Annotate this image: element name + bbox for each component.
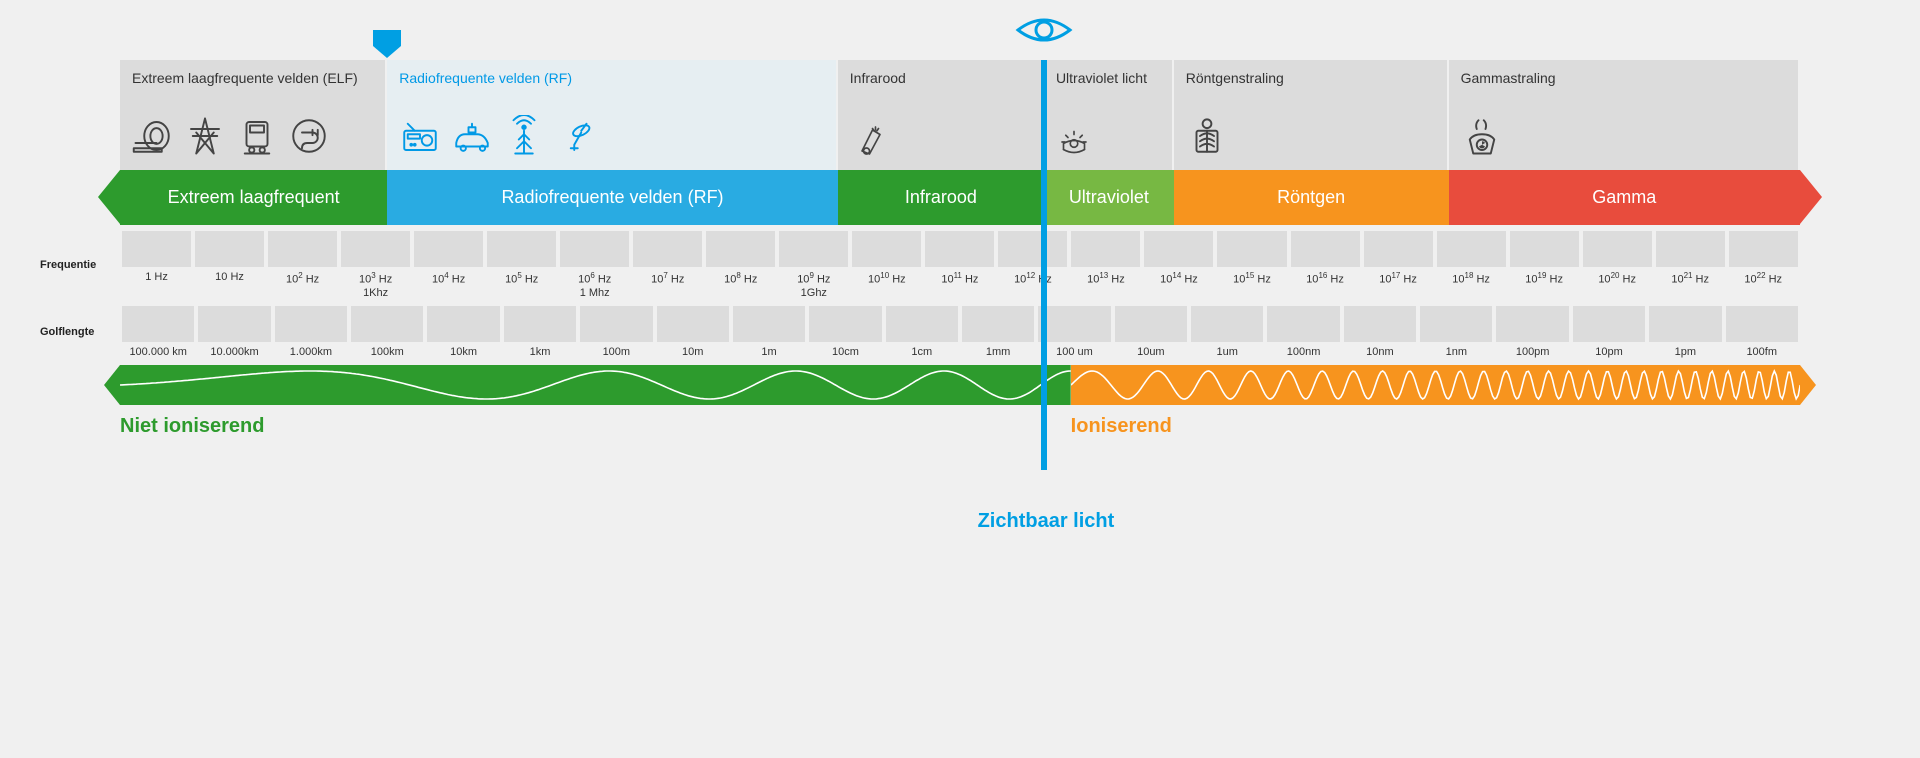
frequency_label-tick-9: 109 Hz1Ghz xyxy=(777,229,850,300)
wavelength_label-tick-20: 1pm xyxy=(1647,304,1723,359)
frequency_label-tick-4: 104 Hz xyxy=(412,229,485,300)
frequency_label-tick-10: 1010 Hz xyxy=(850,229,923,300)
wave-seg-0 xyxy=(120,365,1071,405)
color-seg-5: Gamma xyxy=(1449,170,1800,225)
plug-icon xyxy=(288,115,330,160)
thermo-icon xyxy=(850,121,886,160)
wavelength_label-tick-2: 1.000km xyxy=(273,304,349,359)
wavelength_label-tick-11: 1mm xyxy=(960,304,1036,359)
car-icon xyxy=(451,115,493,160)
wavelength_label-tick-13: 10um xyxy=(1113,304,1189,359)
arrow-left-icon xyxy=(98,170,120,224)
non-ionizing-label: Niet ioniserend xyxy=(120,415,264,438)
wavelength_label-tick-0: 100.000 km xyxy=(120,304,196,359)
wavelength_label-row: Golflengte100.000 km10.000km1.000km100km… xyxy=(120,304,1800,359)
wavelength_label-tick-6: 100m xyxy=(578,304,654,359)
wavelength_label-tick-7: 10m xyxy=(655,304,731,359)
antenna-icon xyxy=(503,115,545,160)
frequency_label-tick-12: 1012 Hz xyxy=(996,229,1069,300)
frequency_label-label: Frequentie xyxy=(40,259,96,271)
frequency_label-tick-18: 1018 Hz xyxy=(1435,229,1508,300)
wavelength_label-tick-15: 100nm xyxy=(1265,304,1341,359)
frequency_label-row: Frequentie1 Hz10 Hz102 Hz103 Hz1Khz104 H… xyxy=(120,229,1800,300)
wavelength_label-tick-14: 1um xyxy=(1189,304,1265,359)
wave-arrow-left-icon xyxy=(104,365,120,405)
frequency_label-tick-19: 1019 Hz xyxy=(1508,229,1581,300)
frequency_label-tick-2: 102 Hz xyxy=(266,229,339,300)
wavelength_label-tick-8: 1m xyxy=(731,304,807,359)
color-seg-1: Radiofrequente velden (RF) xyxy=(387,170,838,225)
bottom-labels: Niet ioniserend Ioniserend xyxy=(120,415,1800,445)
wavelength_label-label: Golflengte xyxy=(40,326,94,338)
header-0: Extreem laagfrequente velden (ELF) xyxy=(120,60,387,170)
visible-light-line xyxy=(1041,60,1047,470)
train-icon xyxy=(236,115,278,160)
frequency_label-tick-3: 103 Hz1Khz xyxy=(339,229,412,300)
header-label: Infrarood xyxy=(850,70,1030,86)
frequency_label-tick-7: 107 Hz xyxy=(631,229,704,300)
frequency_label-tick-5: 105 Hz xyxy=(485,229,558,300)
frequency_label-tick-0: 1 Hz xyxy=(120,229,193,300)
header-4: Röntgenstraling xyxy=(1174,60,1449,170)
header-1: Radiofrequente velden (RF) xyxy=(387,60,838,170)
frequency_label-tick-21: 1021 Hz xyxy=(1654,229,1727,300)
header-label: Gammastraling xyxy=(1461,70,1786,86)
header-label: Ultraviolet licht xyxy=(1056,70,1160,86)
header-label: Röntgenstraling xyxy=(1186,70,1435,86)
frequency_label-tick-20: 1020 Hz xyxy=(1581,229,1654,300)
frequency_label-tick-11: 1011 Hz xyxy=(923,229,996,300)
wavelength_label-tick-19: 10pm xyxy=(1571,304,1647,359)
wavelength_label-tick-4: 10km xyxy=(425,304,501,359)
color-seg-3: Ultraviolet xyxy=(1044,170,1174,225)
wavelength_label-tick-3: 100km xyxy=(349,304,425,359)
frequency_label-tick-6: 106 Hz1 Mhz xyxy=(558,229,631,300)
wavelength_label-tick-21: 100fm xyxy=(1724,304,1800,359)
color-seg-2: Infrarood xyxy=(838,170,1044,225)
frequency_label-tick-14: 1014 Hz xyxy=(1142,229,1215,300)
frequency_label-tick-17: 1017 Hz xyxy=(1362,229,1435,300)
satellite-icon xyxy=(555,115,597,160)
frequency_label-tick-15: 1015 Hz xyxy=(1215,229,1288,300)
mri-icon xyxy=(132,115,174,160)
wavelength_label-tick-18: 100pm xyxy=(1494,304,1570,359)
header-label: Radiofrequente velden (RF) xyxy=(399,70,824,86)
frequency_label-tick-13: 1013 Hz xyxy=(1069,229,1142,300)
wave-seg-1 xyxy=(1071,365,1800,405)
xray-icon xyxy=(1186,115,1228,160)
wavelength_label-tick-12: 100 um xyxy=(1036,304,1112,359)
wavelength_label-tick-5: 1km xyxy=(502,304,578,359)
nuclear-icon xyxy=(1461,115,1503,160)
radio-icon xyxy=(399,115,441,160)
spectrum-headers: Extreem laagfrequente velden (ELF) Radio… xyxy=(120,60,1800,170)
ionizing-label: Ioniserend xyxy=(1071,415,1172,438)
wavelength_label-tick-17: 1nm xyxy=(1418,304,1494,359)
pylon-icon xyxy=(184,115,226,160)
header-3: Ultraviolet licht xyxy=(1044,60,1174,170)
wavelength_label-tick-16: 10nm xyxy=(1342,304,1418,359)
frequency_label-tick-1: 10 Hz xyxy=(193,229,266,300)
wavelength_label-tick-9: 10cm xyxy=(807,304,883,359)
wavelength_label-tick-10: 1cm xyxy=(884,304,960,359)
color-seg-4: Röntgen xyxy=(1174,170,1449,225)
uv-icon xyxy=(1056,121,1092,160)
wave-bar xyxy=(120,365,1800,405)
arrow-right-icon xyxy=(1800,170,1822,224)
eye-icon xyxy=(1014,10,1074,50)
header-5: Gammastraling xyxy=(1449,60,1800,170)
frequency_label-tick-22: 1022 Hz xyxy=(1727,229,1800,300)
spectrum-color-bar: Extreem laagfrequent Radiofrequente veld… xyxy=(120,170,1800,225)
color-seg-0: Extreem laagfrequent xyxy=(120,170,387,225)
frequency_label-tick-8: 108 Hz xyxy=(704,229,777,300)
header-2: Infrarood xyxy=(838,60,1044,170)
header-label: Extreem laagfrequente velden (ELF) xyxy=(132,70,373,86)
visible-light-label: Zichtbaar licht xyxy=(956,510,1136,533)
wave-arrow-right-icon xyxy=(1800,365,1816,405)
wavelength_label-tick-1: 10.000km xyxy=(196,304,272,359)
frequency_label-tick-16: 1016 Hz xyxy=(1289,229,1362,300)
highlight-marker-icon xyxy=(373,30,401,58)
